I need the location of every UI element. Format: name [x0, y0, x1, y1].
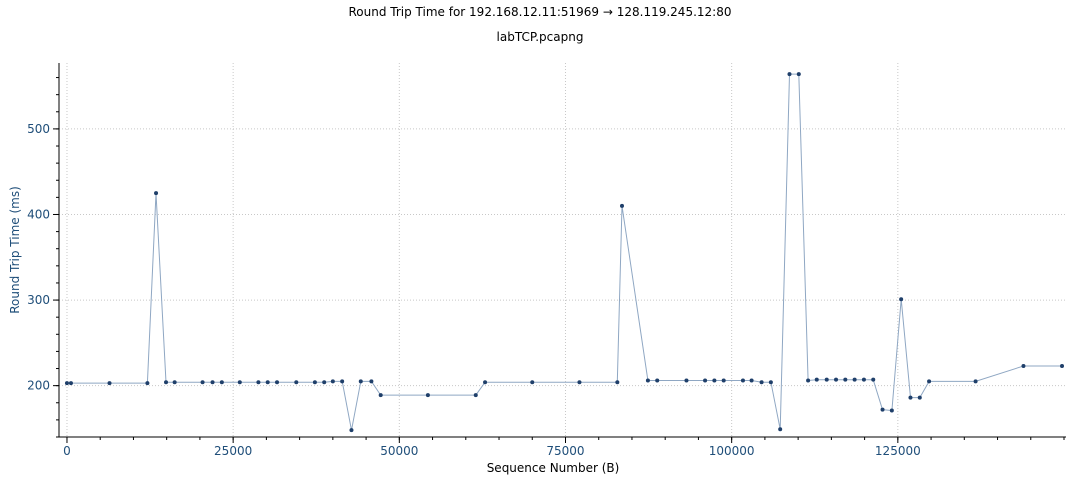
x-tick-label: 50000 — [380, 444, 418, 458]
rtt-data-point[interactable] — [349, 428, 354, 433]
rtt-data-point[interactable] — [806, 378, 811, 383]
chart-subtitle: labTCP.pcapng — [496, 30, 584, 44]
rtt-data-point[interactable] — [1060, 363, 1065, 368]
rtt-data-point[interactable] — [880, 407, 885, 412]
rtt-data-point[interactable] — [814, 377, 819, 382]
rtt-data-point[interactable] — [145, 381, 150, 386]
rtt-data-point[interactable] — [655, 378, 660, 383]
rtt-data-point[interactable] — [843, 377, 848, 382]
rtt-data-point[interactable] — [917, 395, 922, 400]
rtt-data-point[interactable] — [899, 297, 904, 302]
rtt-data-point[interactable] — [68, 381, 73, 386]
rtt-data-point[interactable] — [322, 380, 327, 385]
x-tick-label: 100000 — [709, 444, 755, 458]
rtt-data-point[interactable] — [265, 380, 270, 385]
rtt-data-point[interactable] — [237, 380, 242, 385]
rtt-data-point[interactable] — [107, 381, 112, 386]
rtt-data-point[interactable] — [64, 381, 69, 386]
rtt-data-point[interactable] — [834, 377, 839, 382]
axes: 0 25000 50000 75000 100000 125000 200 300 400 500 — [27, 63, 1066, 458]
rtt-data-point[interactable] — [473, 393, 478, 398]
x-tick-label: 75000 — [546, 444, 584, 458]
y-tick-label: 500 — [27, 122, 50, 136]
rtt-data-point[interactable] — [1021, 363, 1026, 368]
rtt-data-point[interactable] — [889, 408, 894, 413]
x-tick-label: 125000 — [875, 444, 921, 458]
x-tick-label: 25000 — [214, 444, 252, 458]
rtt-data-point[interactable] — [740, 378, 745, 383]
axis-labels: Sequence Number (B) Round Trip Time (ms) — [8, 186, 619, 475]
x-axis-label: Sequence Number (B) — [487, 461, 620, 475]
y-tick-label: 300 — [27, 293, 50, 307]
x-tick-label: 0 — [63, 444, 71, 458]
rtt-data-point[interactable] — [275, 380, 280, 385]
rtt-data-point[interactable] — [577, 380, 582, 385]
rtt-data-point[interactable] — [759, 380, 764, 385]
rtt-data-point[interactable] — [200, 380, 205, 385]
rtt-data-point[interactable] — [378, 393, 383, 398]
rtt-data-point[interactable] — [908, 395, 913, 400]
rtt-data-point[interactable] — [927, 379, 932, 384]
rtt-data-point[interactable] — [712, 378, 717, 383]
rtt-data-point[interactable] — [164, 380, 169, 385]
rtt-data-point[interactable] — [749, 378, 754, 383]
rtt-data-point[interactable] — [787, 72, 792, 77]
rtt-data-point[interactable] — [294, 380, 299, 385]
rtt-data-point[interactable] — [330, 379, 335, 384]
rtt-data-point[interactable] — [684, 378, 689, 383]
rtt-series-line — [67, 73, 1062, 431]
rtt-data-point[interactable] — [483, 380, 488, 385]
rtt-data-point[interactable] — [871, 377, 876, 382]
rtt-data-point[interactable] — [721, 378, 726, 383]
rtt-data-point[interactable] — [312, 380, 317, 385]
chart-title: Round Trip Time for 192.168.12.11:51969 … — [348, 5, 732, 19]
rtt-data-point[interactable] — [172, 380, 177, 385]
rtt-data-point[interactable] — [358, 379, 363, 384]
y-tick-label: 400 — [27, 207, 50, 221]
rtt-data-point[interactable] — [778, 427, 783, 432]
rtt-data-point[interactable] — [824, 377, 829, 382]
y-tick-label: 200 — [27, 379, 50, 393]
rtt-data-point[interactable] — [645, 378, 650, 383]
rtt-data-point[interactable] — [219, 380, 224, 385]
rtt-data-point[interactable] — [619, 203, 624, 208]
y-axis-label: Round Trip Time (ms) — [8, 186, 22, 314]
grid-lines — [59, 63, 1066, 437]
rtt-data-point[interactable] — [340, 379, 345, 384]
rtt-data-point[interactable] — [256, 380, 261, 385]
rtt-data-point[interactable] — [796, 72, 801, 77]
plot-area[interactable] — [64, 72, 1065, 433]
rtt-data-point[interactable] — [973, 379, 978, 384]
rtt-data-point[interactable] — [852, 377, 857, 382]
rtt-data-point[interactable] — [615, 380, 620, 385]
rtt-data-point[interactable] — [530, 380, 535, 385]
rtt-data-point[interactable] — [861, 377, 866, 382]
rtt-data-point[interactable] — [703, 378, 708, 383]
rtt-data-point[interactable] — [369, 379, 374, 384]
rtt-data-point[interactable] — [210, 380, 215, 385]
rtt-data-point[interactable] — [154, 191, 159, 196]
rtt-data-point[interactable] — [768, 380, 773, 385]
rtt-data-point[interactable] — [425, 393, 430, 398]
